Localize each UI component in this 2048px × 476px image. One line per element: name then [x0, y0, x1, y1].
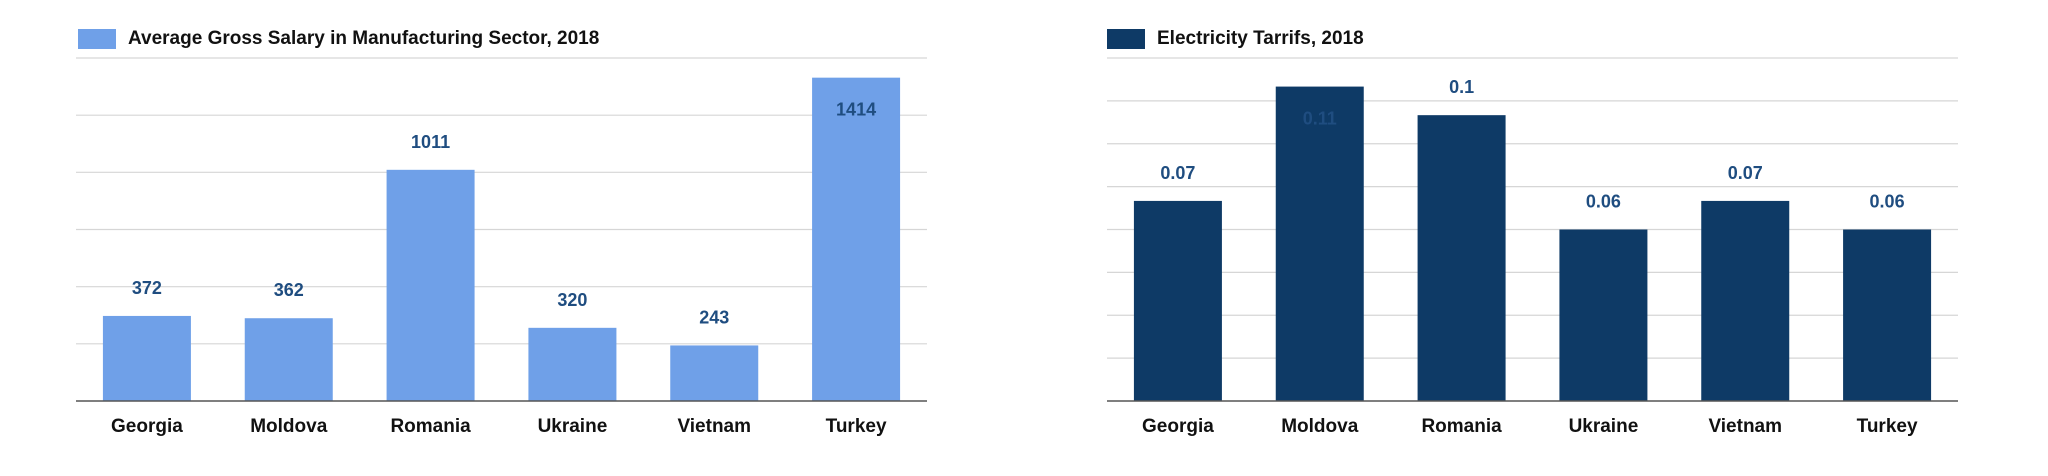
salary-legend-label: Average Gross Salary in Manufacturing Se… [128, 28, 600, 49]
salary-value-label: 372 [132, 278, 162, 298]
tariff-category-label: Georgia [1142, 416, 1214, 437]
tariff-value-label: 0.06 [1586, 192, 1621, 212]
tariff-bar [1133, 200, 1222, 401]
tariff-bar [1701, 200, 1790, 401]
salary-value-label: 362 [274, 280, 304, 300]
tariff-bar [1417, 115, 1506, 402]
salary-category-label: Vietnam [677, 416, 751, 437]
salary-category-label: Moldova [250, 416, 327, 437]
salary-bar [812, 77, 901, 401]
tariff-bar [1275, 86, 1364, 401]
salary-category-label: Turkey [826, 416, 887, 437]
tariff-category-label: Romania [1421, 416, 1502, 437]
tariff-category-label: Moldova [1281, 416, 1358, 437]
salary-bar [386, 169, 475, 401]
salary-gridlines [76, 57, 927, 345]
tariff-legend-swatch [1107, 29, 1145, 49]
salary-chart-svg: 372 Georgia 362 Moldova 1011 Romania 320 Ukrain… [76, 57, 927, 437]
tariff-chart-svg: 0.07 Georgia 0.11 Moldova 0.1 Romania 0.06 Ukra… [1107, 57, 1958, 437]
tariff-category-label: Vietnam [1708, 416, 1782, 437]
salary-bar [528, 327, 617, 401]
tariff-legend: Electricity Tarrifs, 2018 [1107, 28, 1364, 50]
salary-value-label: 243 [699, 307, 729, 327]
salary-value-label: 1414 [836, 100, 876, 120]
tariff-chart: Electricity Tarrifs, 2018 0.07 Georgia 0.1… [1090, 0, 2048, 476]
salary-value-label: 1011 [411, 132, 450, 152]
salary-bar [670, 345, 759, 401]
salary-category-label: Ukraine [538, 416, 608, 437]
tariff-gridlines [1107, 57, 1958, 359]
tariff-value-label: 0.07 [1160, 163, 1195, 183]
salary-bar [102, 315, 191, 401]
tariff-value-label: 0.07 [1728, 163, 1763, 183]
tariff-value-label: 0.11 [1303, 109, 1337, 129]
salary-legend-swatch [78, 29, 116, 49]
tariff-bar [1843, 229, 1932, 401]
salary-category-label: Romania [390, 416, 471, 437]
salary-chart: Average Gross Salary in Manufacturing Se… [0, 0, 1000, 476]
salary-bar [244, 318, 333, 401]
salary-category-label: Georgia [111, 416, 183, 437]
tariff-category-label: Turkey [1857, 416, 1918, 437]
tariff-legend-label: Electricity Tarrifs, 2018 [1157, 28, 1364, 49]
tariff-value-label: 0.06 [1870, 192, 1905, 212]
salary-value-label: 320 [557, 290, 587, 310]
tariff-category-label: Ukraine [1569, 416, 1639, 437]
tariff-bar [1559, 229, 1648, 401]
salary-legend: Average Gross Salary in Manufacturing Se… [78, 28, 599, 50]
tariff-value-label: 0.1 [1449, 77, 1474, 97]
